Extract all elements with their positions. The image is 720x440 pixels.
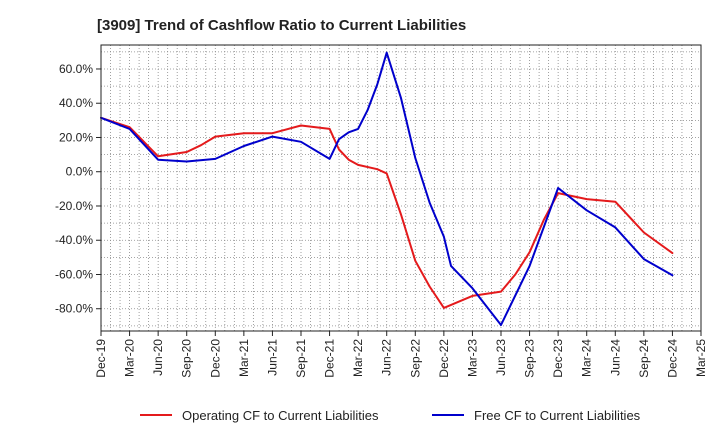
chart-legend: Operating CF to Current Liabilities Free … (140, 408, 641, 423)
x-tick-label: Jun-22 (380, 339, 394, 376)
x-tick-label: Dec-20 (208, 339, 222, 378)
x-tick-label: Dec-23 (551, 339, 565, 378)
x-tick-label: Sep-20 (180, 339, 194, 378)
y-tick-label: -60.0% (55, 267, 93, 281)
x-axis-ticks: Dec-19 Mar-20 Jun-20 Sep-20 Dec-20 Mar-21 Jun-… (94, 331, 708, 378)
y-tick-label: 0.0% (66, 165, 94, 179)
x-tick-label: Jun-24 (608, 339, 622, 376)
chart-title: [3909] Trend of Cashflow Ratio to Curren… (97, 17, 466, 34)
x-tick-label: Dec-22 (437, 339, 451, 378)
x-tick-label: Jun-20 (151, 339, 165, 376)
plot-frame (100, 44, 702, 332)
x-tick-label: Mar-23 (465, 339, 479, 377)
legend-label: Free CF to Current Liabilities (474, 408, 641, 423)
y-tick-label: 40.0% (59, 96, 93, 110)
x-tick-label: Sep-21 (294, 339, 308, 378)
x-tick-label: Mar-21 (237, 339, 251, 377)
chart-grid (101, 45, 701, 331)
series-line (100, 116, 674, 309)
x-tick-label: Mar-22 (351, 339, 365, 377)
x-tick-label: Jun-23 (494, 339, 508, 376)
y-tick-label: -20.0% (55, 199, 93, 213)
y-axis-ticks: 60.0% 40.0% 20.0% 0.0% -20.0% -40.0% -60.0% -80… (55, 62, 101, 316)
x-tick-label: Jun-21 (265, 339, 279, 376)
x-tick-label: Dec-19 (94, 339, 108, 378)
x-tick-label: Mar-25 (694, 339, 708, 377)
y-tick-label: -80.0% (55, 302, 93, 316)
legend-label: Operating CF to Current Liabilities (182, 408, 379, 423)
chart-series (100, 51, 674, 326)
y-tick-label: -40.0% (55, 233, 93, 247)
x-tick-label: Mar-24 (580, 339, 594, 377)
y-tick-label: 60.0% (59, 62, 93, 76)
series-line (100, 51, 674, 326)
x-tick-label: Sep-24 (637, 339, 651, 378)
x-tick-label: Sep-22 (408, 339, 422, 378)
x-tick-label: Dec-24 (665, 339, 679, 378)
y-tick-label: 20.0% (59, 130, 93, 144)
x-tick-label: Dec-21 (323, 339, 337, 378)
x-tick-label: Sep-23 (523, 339, 537, 378)
x-tick-label: Mar-20 (123, 339, 137, 377)
